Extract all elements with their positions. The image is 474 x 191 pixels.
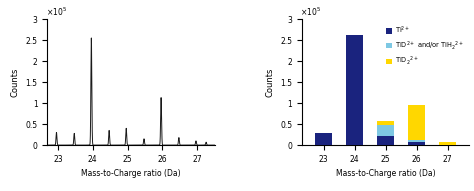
Legend: Ti$^{2+}$, TiD$^{2+}$ and/or TiH$_2$$^{2+}$, TiD$_2$$^{2+}$: Ti$^{2+}$, TiD$^{2+}$ and/or TiH$_2$$^{2…	[383, 22, 466, 69]
Bar	[439, 142, 456, 145]
X-axis label: Mass-to-Charge ratio (Da): Mass-to-Charge ratio (Da)	[81, 169, 181, 178]
Bar	[408, 105, 425, 140]
Bar	[346, 35, 363, 145]
Bar	[377, 121, 394, 125]
Bar	[377, 125, 394, 136]
Bar	[377, 136, 394, 145]
Bar	[408, 140, 425, 142]
Text: $\times$10$^5$: $\times$10$^5$	[300, 5, 321, 18]
X-axis label: Mass-to-Charge ratio (Da): Mass-to-Charge ratio (Da)	[336, 169, 436, 178]
Text: $\times$10$^5$: $\times$10$^5$	[46, 5, 67, 18]
Y-axis label: Counts: Counts	[11, 67, 20, 97]
Y-axis label: Counts: Counts	[265, 67, 274, 97]
Bar	[315, 133, 332, 145]
Bar	[408, 142, 425, 145]
